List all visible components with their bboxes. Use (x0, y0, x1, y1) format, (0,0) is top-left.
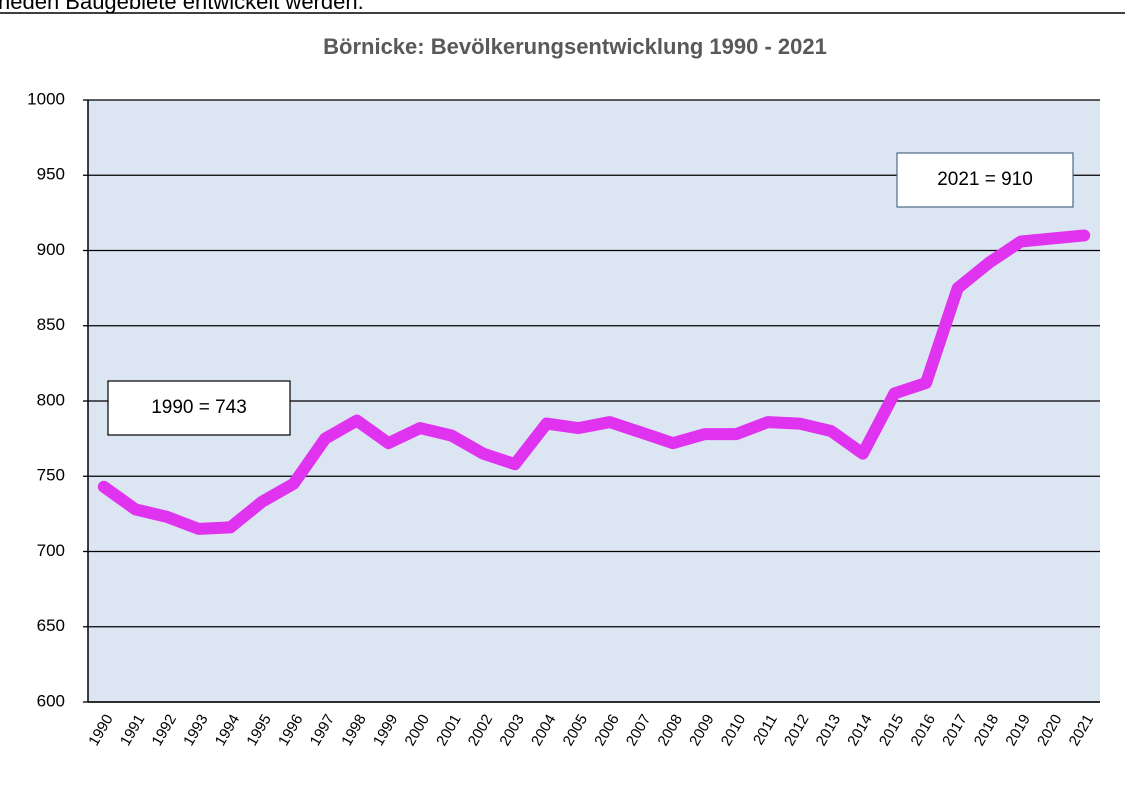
y-tick-label: 900 (37, 240, 65, 259)
x-tick-label: 2003 (496, 711, 527, 748)
y-tick-label: 750 (37, 466, 65, 485)
y-tick-label: 800 (37, 390, 65, 409)
y-tick-label: 850 (37, 315, 65, 334)
x-tick-label: 1992 (149, 711, 180, 748)
x-tick-label: 2007 (623, 711, 654, 748)
x-tick-label: 1996 (275, 711, 306, 748)
y-tick-label: 700 (37, 541, 65, 560)
annotation: 2021 = 910 (937, 169, 1033, 190)
x-tick-label: 2012 (781, 711, 812, 748)
x-tick-label: 1991 (117, 711, 148, 748)
x-tick-label: 2002 (465, 711, 496, 748)
x-tick-label: 1993 (180, 711, 211, 748)
chart-title: Börnicke: Bevölkerungsentwicklung 1990 -… (323, 34, 827, 59)
x-tick-label: 2008 (655, 711, 686, 748)
x-tick-label: 1994 (212, 711, 243, 748)
x-tick-label: 2017 (939, 711, 970, 748)
x-tick-label: 2019 (1002, 711, 1033, 748)
annotation: 1990 = 743 (151, 397, 247, 418)
text-above: neden Baugebiete entwickelt werden. (0, 0, 364, 14)
x-tick-label: 2016 (908, 711, 939, 748)
x-tick-label: 2013 (813, 711, 844, 748)
x-tick-label: 2004 (528, 711, 559, 748)
x-tick-label: 2011 (750, 711, 781, 747)
annotation-box (896, 152, 1074, 208)
x-tick-label: 2015 (876, 711, 907, 748)
x-tick-label: 2005 (560, 711, 591, 748)
x-tick-label: 2001 (433, 711, 464, 748)
x-tick-label: 2014 (844, 711, 875, 748)
x-tick-label: 2009 (686, 711, 717, 748)
y-tick-label: 600 (37, 691, 65, 710)
annotation-box (107, 380, 291, 436)
line-series (97, 229, 1091, 535)
x-tick-label: 2010 (718, 711, 749, 748)
y-tick-label: 650 (37, 616, 65, 635)
x-tick-label: 2021 (1066, 711, 1097, 748)
y-tick-label: 950 (37, 165, 65, 184)
x-tick-label: 2020 (1034, 711, 1065, 748)
x-tick-label: 1998 (338, 711, 369, 748)
x-tick-label: 2006 (591, 711, 622, 748)
x-tick-label: 1999 (370, 711, 401, 748)
x-tick-label: 2018 (971, 711, 1002, 748)
x-tick-label: 1990 (85, 711, 116, 748)
y-tick-label: 1000 (27, 89, 65, 108)
x-tick-label: 2000 (402, 711, 433, 748)
x-tick-label: 1997 (307, 711, 338, 748)
x-tick-label: 1995 (243, 711, 274, 748)
